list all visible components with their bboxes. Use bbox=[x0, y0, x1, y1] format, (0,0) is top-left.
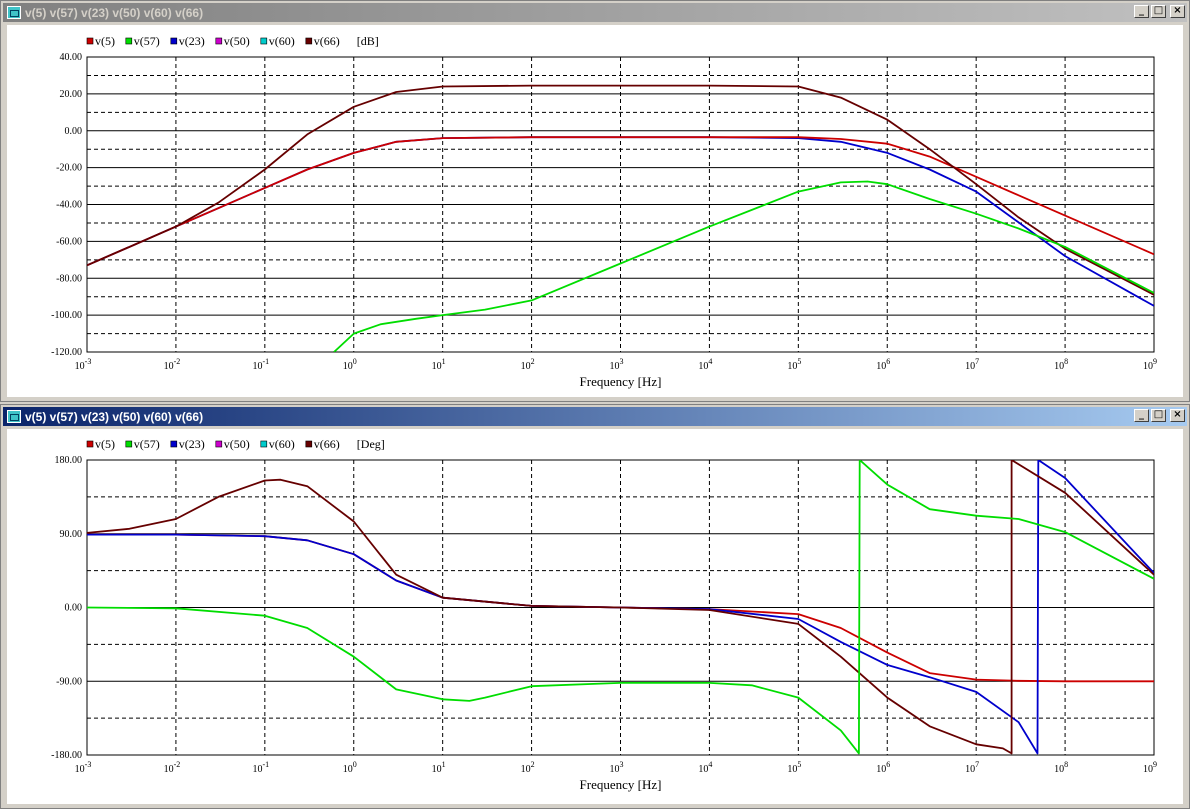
y-tick-label: -80.00 bbox=[56, 273, 82, 284]
y-tick-label: 90.00 bbox=[60, 529, 83, 540]
series-line-v5 bbox=[87, 136, 1154, 267]
x-tick-label: 10-3 bbox=[75, 760, 92, 775]
series-line-v57 bbox=[87, 460, 1154, 755]
x-tick-label: 100 bbox=[343, 760, 357, 775]
x-tick-label: 102 bbox=[521, 357, 535, 372]
x-tick-label: 10-3 bbox=[75, 357, 92, 372]
legend-swatch bbox=[86, 440, 94, 448]
legend-swatch bbox=[305, 440, 313, 448]
legend-swatch bbox=[170, 440, 178, 448]
legend-entry: v(50) bbox=[224, 34, 250, 48]
magnitude-window[interactable]: v(5) v(57) v(23) v(50) v(60) v(66) _ □ ×… bbox=[0, 0, 1190, 402]
y-tick-label: -90.00 bbox=[56, 676, 82, 687]
legend-swatch bbox=[215, 37, 223, 45]
y-tick-label: 0.00 bbox=[65, 603, 83, 614]
chart-app-icon[interactable] bbox=[7, 6, 21, 19]
x-tick-label: 10-1 bbox=[252, 357, 269, 372]
y-tick-label: 0.00 bbox=[65, 126, 83, 137]
x-tick-label: 10-1 bbox=[252, 760, 269, 775]
magnitude-chart[interactable]: 40.00 20.00 0.00 -20.00 -40.00 -60.00 -80.00 -1… bbox=[7, 25, 1183, 397]
legend-entry: v(5) bbox=[95, 437, 115, 451]
close-button[interactable]: × bbox=[1170, 409, 1185, 422]
phase-plot-area[interactable]: 180.00 90.00 0.00 -90.00 -180.00 10-3 10-2 10-1… bbox=[7, 429, 1183, 804]
legend-entry: v(66) bbox=[314, 34, 340, 48]
legend-swatch bbox=[125, 440, 133, 448]
legend-swatch bbox=[260, 37, 268, 45]
x-tick-label: 102 bbox=[521, 760, 535, 775]
legend-entry: v(57) bbox=[134, 34, 160, 48]
phase-window-title: v(5) v(57) v(23) v(50) v(60) v(66) bbox=[25, 409, 204, 424]
series-line-v23 bbox=[87, 460, 1154, 755]
x-tick-label: 100 bbox=[343, 357, 357, 372]
unit-label: [Deg] bbox=[357, 437, 385, 451]
legend-swatch bbox=[86, 37, 94, 45]
x-axis-label: Frequency [Hz] bbox=[580, 374, 662, 389]
legend-entry: v(5) bbox=[95, 34, 115, 48]
magnitude-titlebar[interactable]: v(5) v(57) v(23) v(50) v(60) v(66) _ □ × bbox=[3, 3, 1187, 22]
x-tick-label: 109 bbox=[1143, 357, 1157, 372]
y-tick-label: -40.00 bbox=[56, 200, 82, 211]
x-tick-label: 104 bbox=[698, 357, 712, 372]
x-tick-label: 103 bbox=[610, 357, 624, 372]
legend-entry: v(50) bbox=[224, 437, 250, 451]
minimize-button[interactable]: _ bbox=[1134, 409, 1149, 422]
magnitude-plot-area[interactable]: 40.00 20.00 0.00 -20.00 -40.00 -60.00 -80.00 -1… bbox=[7, 25, 1183, 397]
y-tick-label: -60.00 bbox=[56, 236, 82, 247]
restore-button[interactable]: □ bbox=[1151, 409, 1166, 422]
x-tick-label: 104 bbox=[698, 760, 712, 775]
x-tick-label: 107 bbox=[965, 760, 979, 775]
x-tick-label: 101 bbox=[432, 357, 446, 372]
legend-swatch bbox=[170, 37, 178, 45]
magnitude-window-title: v(5) v(57) v(23) v(50) v(60) v(66) bbox=[25, 5, 204, 20]
phase-window[interactable]: v(5) v(57) v(23) v(50) v(60) v(66) _ □ ×… bbox=[0, 404, 1190, 809]
y-tick-label: -120.00 bbox=[51, 347, 82, 358]
series-group bbox=[87, 460, 1154, 755]
y-tick-label: -20.00 bbox=[56, 163, 82, 174]
legend-entry: v(23) bbox=[179, 34, 205, 48]
x-tick-label: 10-2 bbox=[164, 357, 181, 372]
legend-entry: v(66) bbox=[314, 437, 340, 451]
x-tick-label: 108 bbox=[1054, 357, 1068, 372]
series-group bbox=[87, 84, 1154, 352]
x-tick-label: 105 bbox=[787, 760, 801, 775]
series-line-v57 bbox=[333, 180, 1154, 352]
plot-border bbox=[86, 56, 1155, 353]
minimize-button[interactable]: _ bbox=[1134, 5, 1149, 18]
legend-swatch bbox=[215, 440, 223, 448]
x-tick-label: 107 bbox=[965, 357, 979, 372]
x-tick-label: 10-2 bbox=[164, 760, 181, 775]
legend-entry: v(23) bbox=[179, 437, 205, 451]
series-line-v66 bbox=[87, 84, 1154, 296]
x-tick-label: 106 bbox=[876, 357, 890, 372]
x-tick-label: 108 bbox=[1054, 760, 1068, 775]
y-tick-label: 20.00 bbox=[60, 89, 83, 100]
x-axis-label: Frequency [Hz] bbox=[580, 777, 662, 792]
legend-entry: v(57) bbox=[134, 437, 160, 451]
chart-app-icon[interactable] bbox=[7, 410, 21, 423]
restore-button[interactable]: □ bbox=[1151, 5, 1166, 18]
y-tick-label: 180.00 bbox=[55, 455, 83, 466]
x-tick-label: 103 bbox=[610, 760, 624, 775]
y-tick-label: -180.00 bbox=[51, 750, 82, 761]
series-line-v66 bbox=[87, 460, 1154, 755]
x-tick-label: 106 bbox=[876, 760, 890, 775]
phase-titlebar[interactable]: v(5) v(57) v(23) v(50) v(60) v(66) _ □ × bbox=[3, 407, 1187, 426]
legend-swatch bbox=[260, 440, 268, 448]
legend-entry: v(60) bbox=[269, 34, 295, 48]
close-button[interactable]: × bbox=[1170, 5, 1185, 18]
y-tick-label: 40.00 bbox=[60, 52, 83, 63]
x-tick-label: 105 bbox=[787, 357, 801, 372]
legend-entry: v(60) bbox=[269, 437, 295, 451]
legend-swatch bbox=[125, 37, 133, 45]
x-tick-label: 109 bbox=[1143, 760, 1157, 775]
unit-label: [dB] bbox=[357, 34, 379, 48]
y-tick-label: -100.00 bbox=[51, 310, 82, 321]
x-tick-label: 101 bbox=[432, 760, 446, 775]
legend-swatch bbox=[305, 37, 313, 45]
